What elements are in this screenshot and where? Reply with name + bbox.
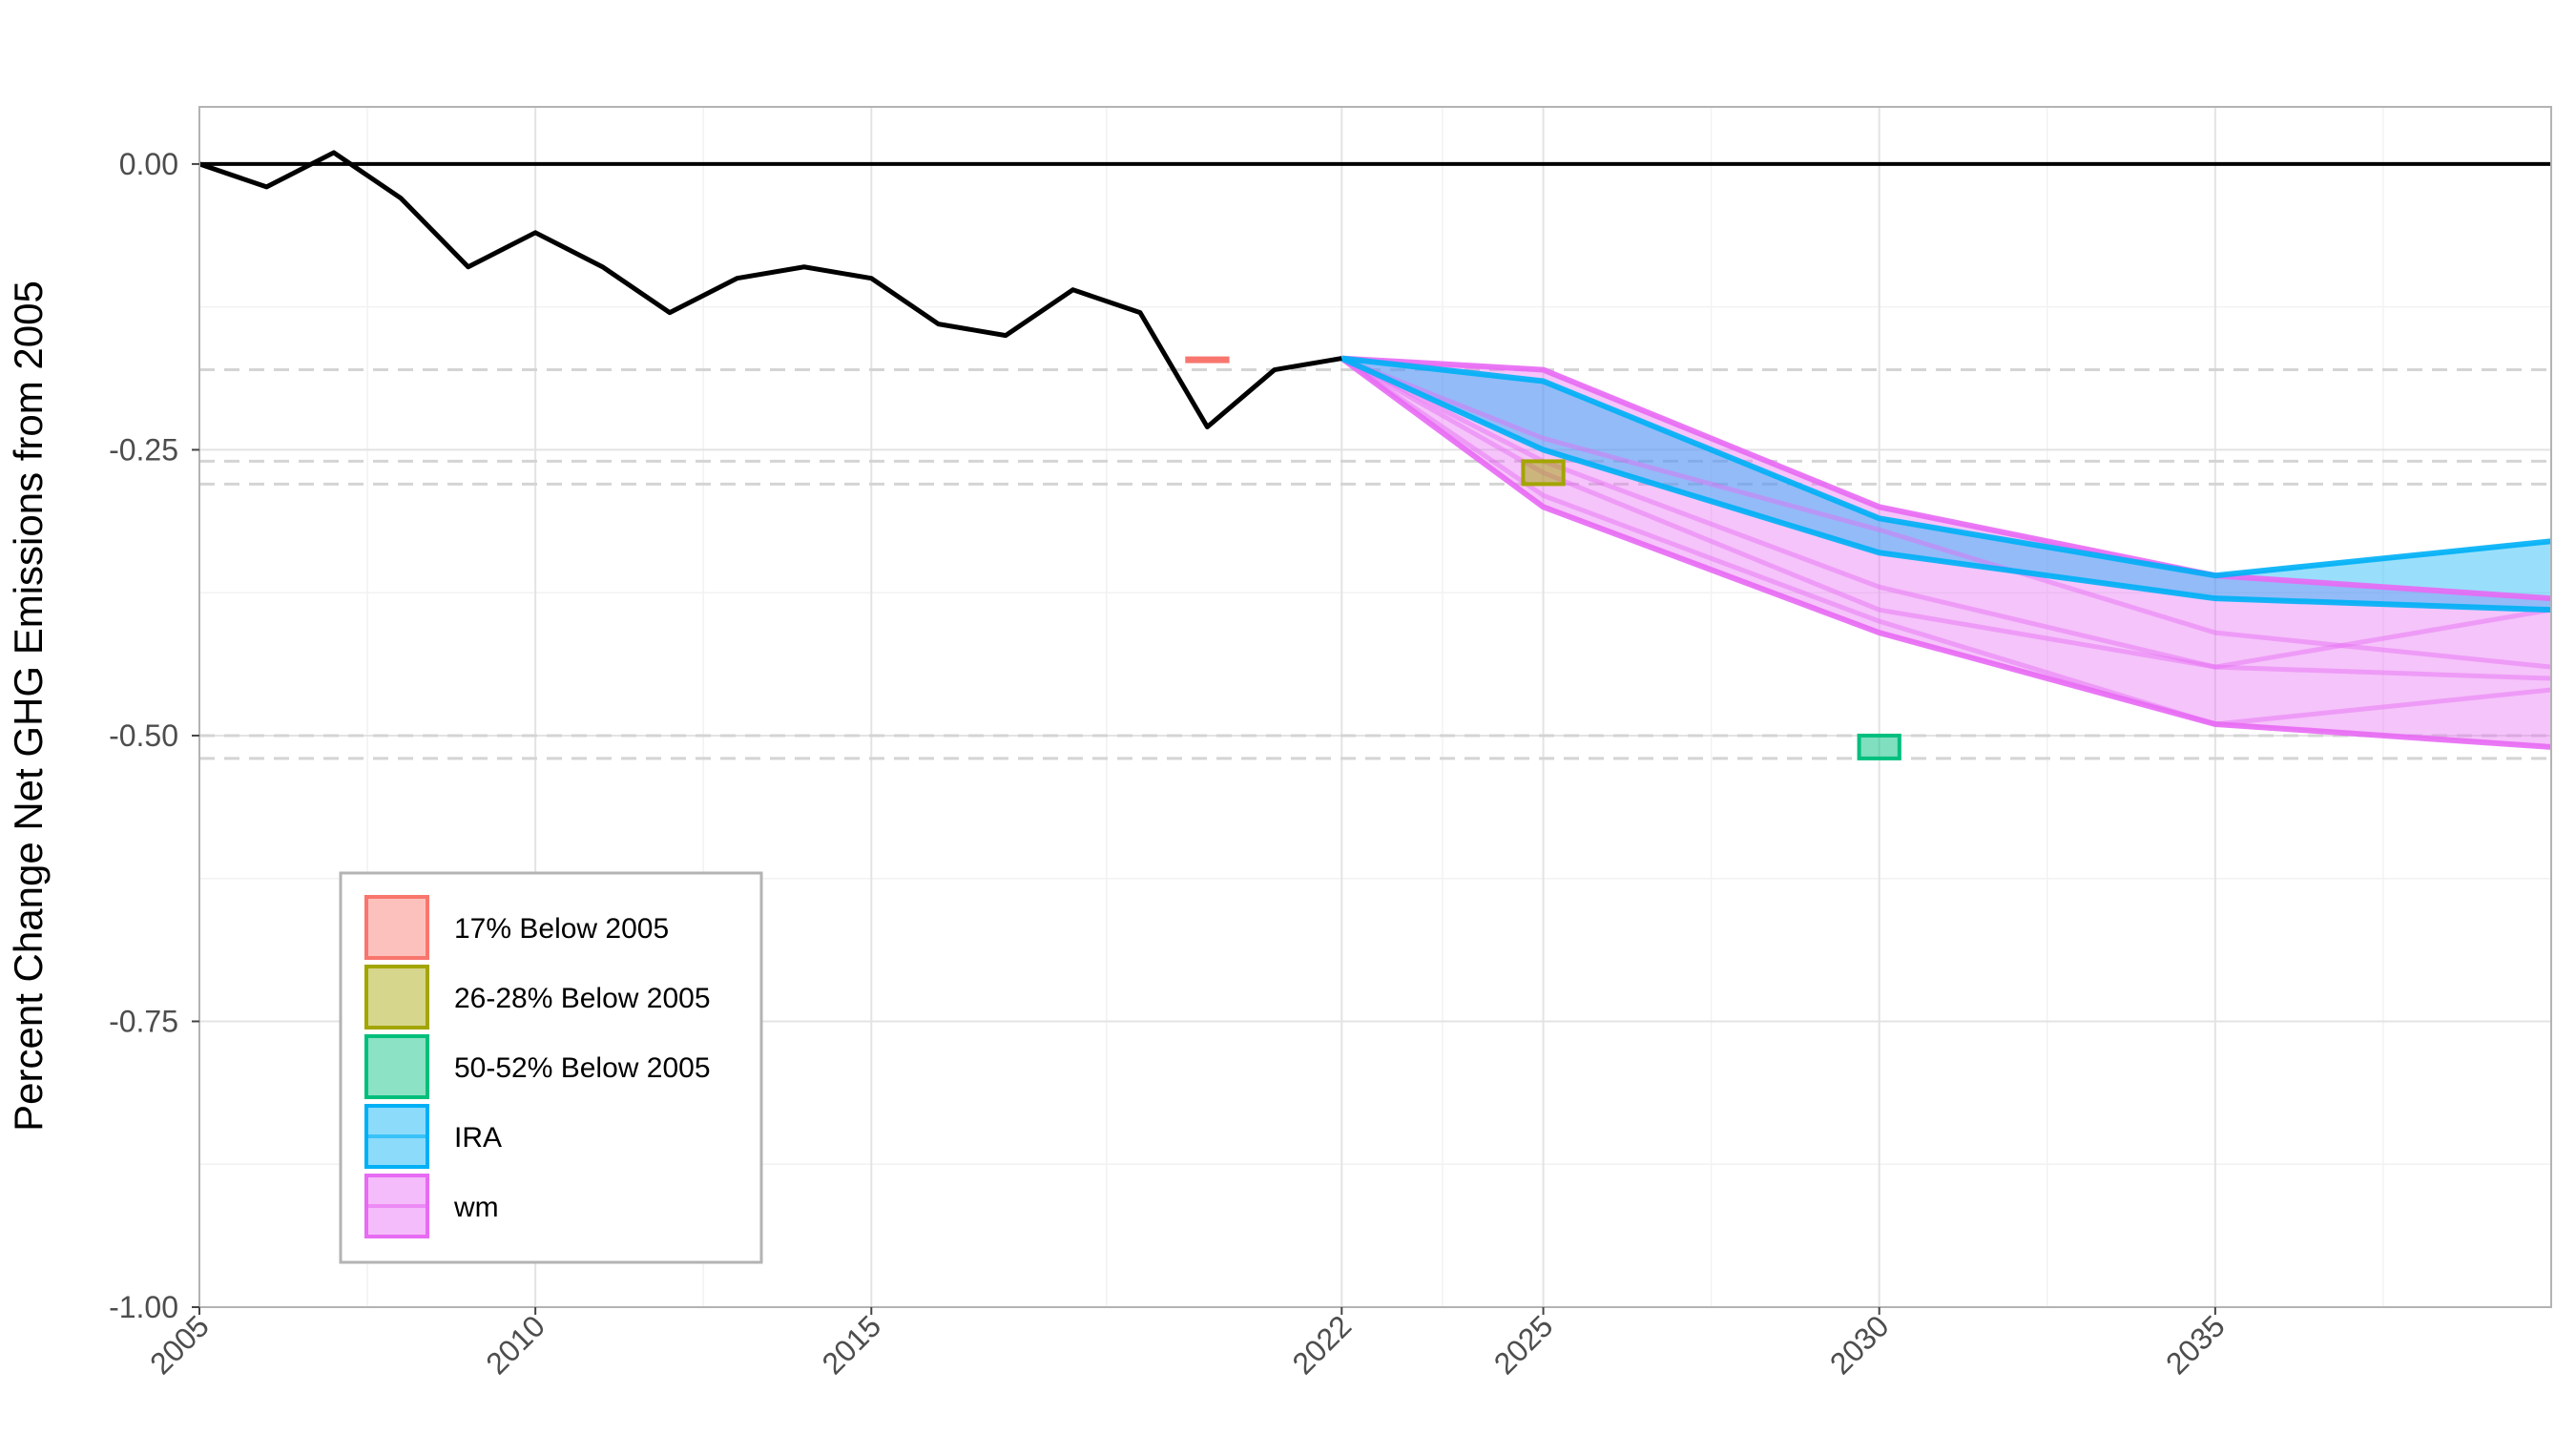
y-axis-ticks: 0.00 -0.25 -0.50 -0.75 -1.00: [109, 147, 199, 1324]
scenario-lines: [1340, 355, 2552, 750]
line-wm: [1340, 356, 2552, 670]
x-tick-label: 2030: [1823, 1308, 1896, 1381]
target-box-0: [1185, 356, 1230, 364]
upper-wm: [1341, 355, 2552, 602]
y-tick-label: -0.50: [109, 718, 178, 753]
historical-line: [198, 150, 1342, 429]
legend-label: 50-52% Below 2005: [454, 1052, 711, 1084]
y-tick-label: -0.25: [109, 432, 178, 467]
plot-border: [198, 106, 2552, 1308]
legend-label: 17% Below 2005: [454, 913, 669, 945]
y-tick-label: -1.00: [109, 1290, 178, 1324]
legend: 17% Below 2005 26-28% Below 2005 50-52% Be…: [339, 871, 763, 1264]
band-wm: [1341, 358, 2551, 747]
x-tick-label: 2015: [815, 1308, 887, 1381]
legend-box: [339, 871, 763, 1264]
legend-label: 26-28% Below 2005: [454, 983, 711, 1014]
y-axis-title: Percent Change Net GHG Emissions from 20…: [6, 281, 51, 1132]
target-boxes: [1185, 356, 1901, 760]
x-axis-ticks: 2005 2010 2015 2022 2025 2030 2035: [143, 1307, 2232, 1381]
line-wm: [1340, 356, 2552, 727]
legend-key: [364, 965, 429, 1029]
legend-key: [364, 895, 429, 960]
target-dashed-lines: [199, 368, 2551, 760]
x-tick-label: 2035: [2159, 1308, 2232, 1381]
lower-wm: [1340, 356, 2552, 750]
historical-series: [198, 150, 1342, 429]
upper-ira: [1340, 355, 2552, 579]
y-tick-label: -0.75: [109, 1004, 178, 1038]
x-tick-label: 2025: [1487, 1308, 1560, 1381]
legend-label: IRA: [454, 1122, 502, 1154]
line-wm: [1340, 356, 2552, 670]
plot-frame: [198, 106, 2552, 1308]
legend-label: wm: [453, 1192, 499, 1223]
x-tick-label: 2022: [1285, 1308, 1358, 1381]
legend-key: [364, 1034, 429, 1099]
y-tick-label: 0.00: [119, 147, 178, 181]
lower-ira: [1340, 355, 2552, 614]
line-wm: [1340, 356, 2552, 681]
target-box-1: [1521, 459, 1566, 487]
x-tick-label: 2010: [479, 1308, 551, 1381]
target-box-2: [1857, 733, 1901, 760]
